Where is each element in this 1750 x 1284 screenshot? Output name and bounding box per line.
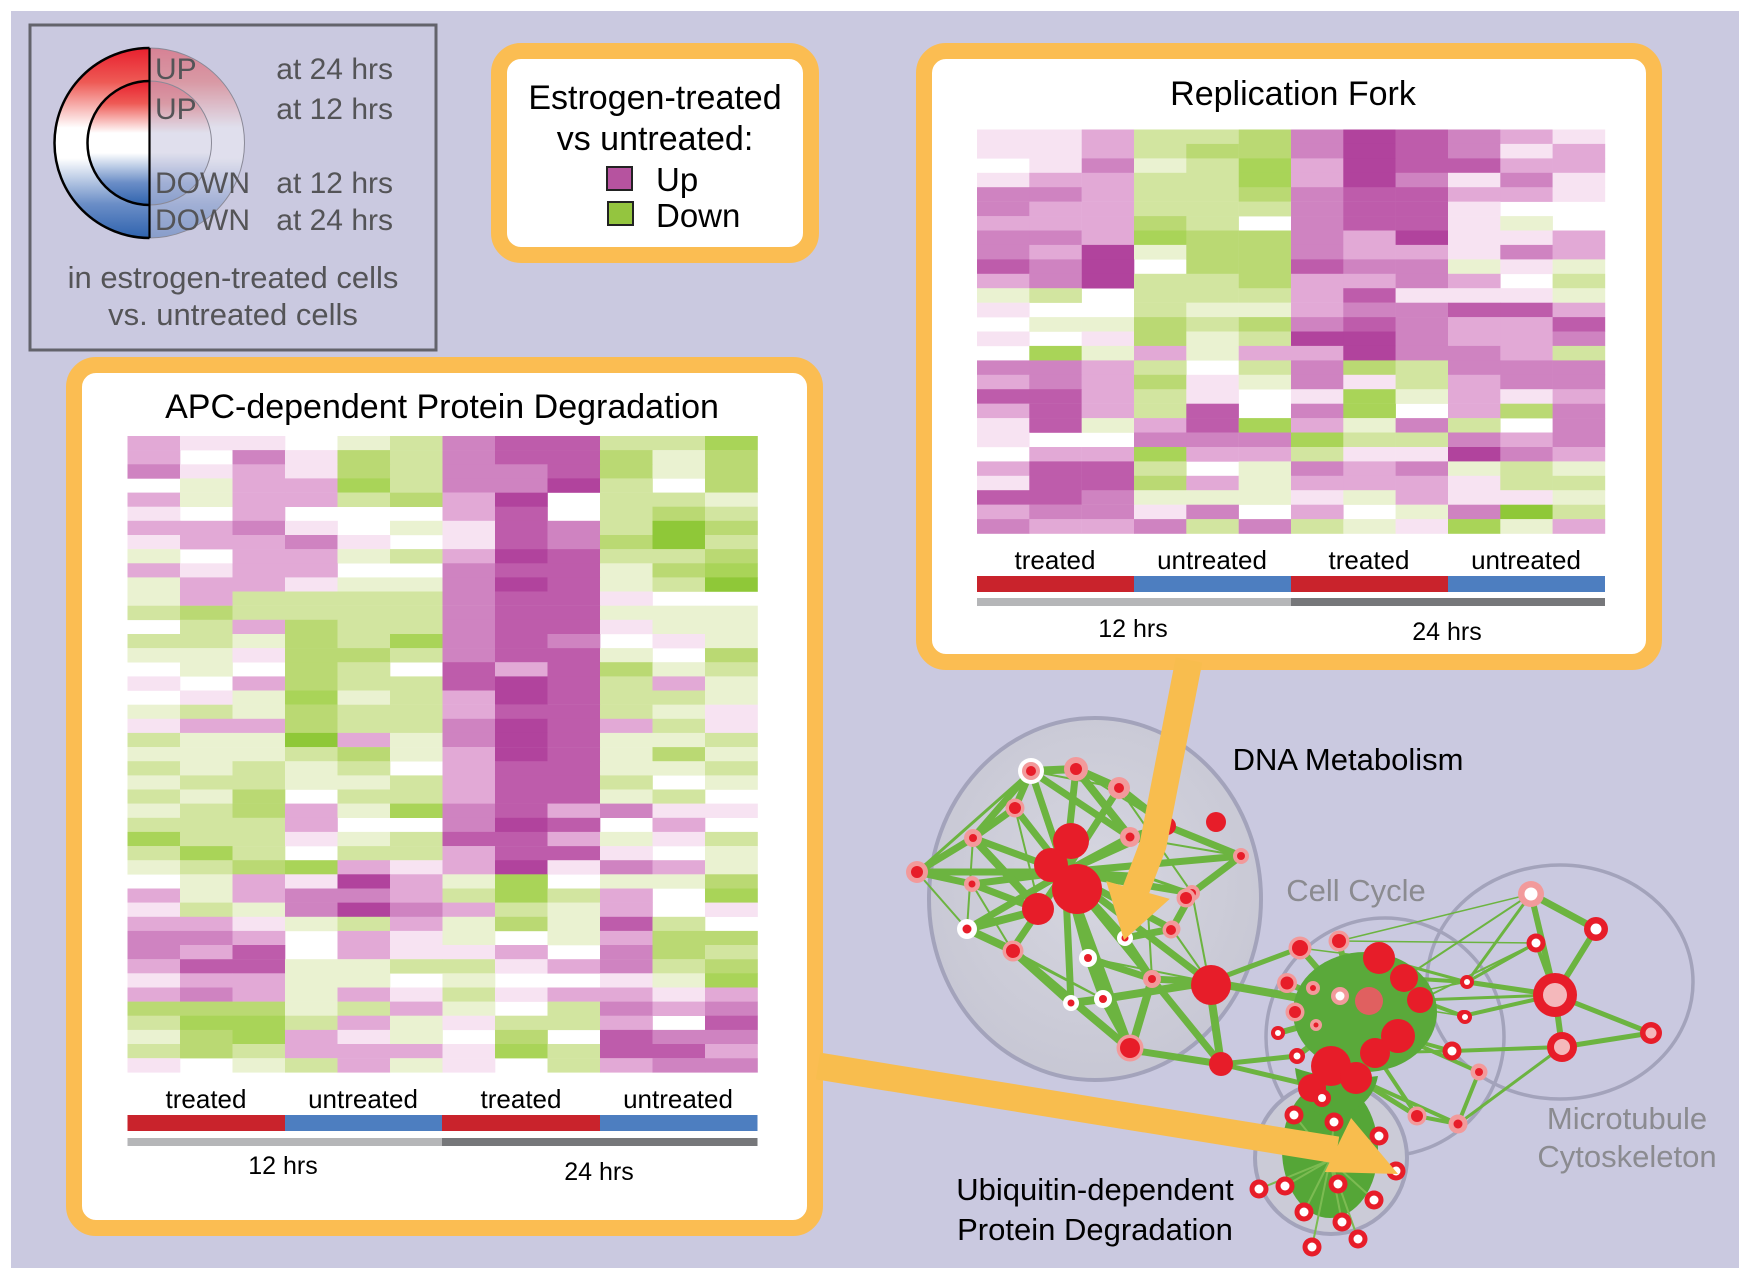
svg-text:at 24 hrs: at 24 hrs xyxy=(276,204,393,237)
svg-text:Cytoskeleton: Cytoskeleton xyxy=(1537,1139,1716,1174)
svg-text:DOWN: DOWN xyxy=(155,167,250,200)
svg-text:Replication Fork: Replication Fork xyxy=(1170,75,1417,113)
svg-text:Microtubule: Microtubule xyxy=(1547,1101,1707,1136)
svg-text:APC-dependent Protein Degradat: APC-dependent Protein Degradation xyxy=(165,388,719,426)
svg-text:treated: treated xyxy=(166,1084,247,1114)
svg-text:at 24 hrs: at 24 hrs xyxy=(276,53,393,86)
svg-text:Ubiquitin-dependent: Ubiquitin-dependent xyxy=(956,1172,1234,1207)
svg-text:UP: UP xyxy=(155,53,197,86)
svg-text:untreated: untreated xyxy=(1157,545,1267,575)
svg-text:at 12 hrs: at 12 hrs xyxy=(276,93,393,126)
svg-text:DOWN: DOWN xyxy=(155,204,250,237)
svg-text:in estrogen-treated cells: in estrogen-treated cells xyxy=(68,260,399,295)
svg-text:at 12 hrs: at 12 hrs xyxy=(276,167,393,200)
svg-text:12 hrs: 12 hrs xyxy=(1098,615,1167,643)
svg-text:Estrogen-treated: Estrogen-treated xyxy=(528,79,781,117)
svg-text:untreated: untreated xyxy=(1471,545,1581,575)
svg-text:treated: treated xyxy=(1329,545,1410,575)
svg-text:treated: treated xyxy=(1015,545,1096,575)
svg-text:untreated: untreated xyxy=(623,1084,733,1114)
svg-text:vs. untreated cells: vs. untreated cells xyxy=(108,297,358,332)
svg-text:vs untreated:: vs untreated: xyxy=(557,120,754,158)
svg-text:UP: UP xyxy=(155,93,197,126)
svg-text:12 hrs: 12 hrs xyxy=(248,1152,317,1180)
svg-text:treated: treated xyxy=(481,1084,562,1114)
svg-text:Cell Cycle: Cell Cycle xyxy=(1286,873,1426,908)
svg-text:Protein Degradation: Protein Degradation xyxy=(957,1212,1233,1247)
svg-text:DNA Metabolism: DNA Metabolism xyxy=(1233,742,1464,777)
svg-text:Down: Down xyxy=(656,197,740,234)
svg-text:24 hrs: 24 hrs xyxy=(1412,618,1481,646)
svg-text:Up: Up xyxy=(656,161,698,198)
svg-text:untreated: untreated xyxy=(308,1084,418,1114)
svg-text:24 hrs: 24 hrs xyxy=(564,1158,633,1186)
